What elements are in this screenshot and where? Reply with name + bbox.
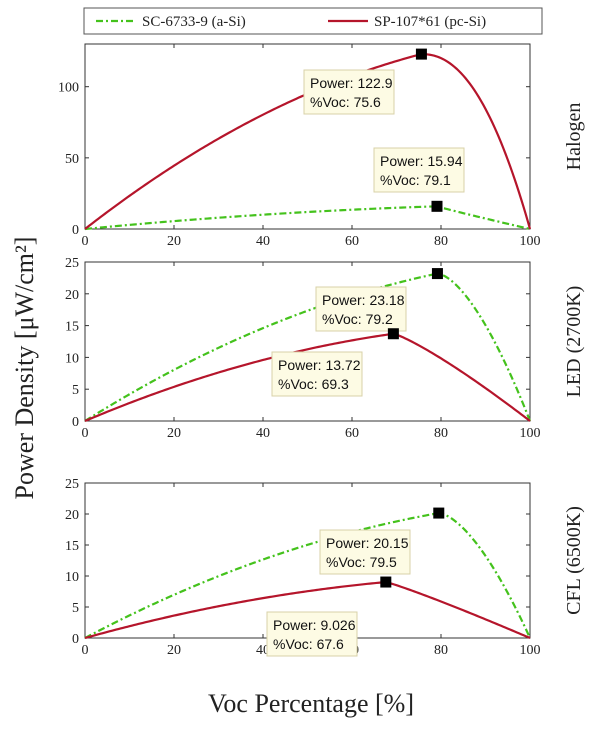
x-tick-label: 80 xyxy=(434,426,448,441)
x-tick-label: 100 xyxy=(520,234,541,249)
annotation-power: Power: 20.15 xyxy=(326,535,409,551)
x-tick-label: 80 xyxy=(434,234,448,249)
y-tick-label: 50 xyxy=(65,152,79,167)
x-tick-label: 100 xyxy=(520,426,541,441)
series-line-a-si xyxy=(84,205,531,231)
series-line-a-si xyxy=(84,511,531,639)
y-tick-label: 25 xyxy=(65,477,79,492)
series-line-pc-si xyxy=(84,580,531,640)
peak-marker xyxy=(415,48,427,60)
annotation-voc: %Voc: 75.6 xyxy=(310,94,381,110)
x-tick-label: 40 xyxy=(256,234,270,249)
annotation-box xyxy=(315,286,407,332)
annotation-box xyxy=(271,351,363,397)
y-tick-label: 15 xyxy=(65,320,79,335)
legend-label-a-si: SC-6733-9 (a-Si) xyxy=(142,14,246,30)
x-tick-label: 0 xyxy=(82,234,89,249)
x-tick-label: 0 xyxy=(82,426,89,441)
panel-label: Halogen xyxy=(563,103,585,171)
x-tick-label: 100 xyxy=(520,643,541,658)
y-tick-label: 5 xyxy=(72,601,79,616)
plot-frame xyxy=(84,261,531,422)
annotation-voc: %Voc: 79.5 xyxy=(326,554,397,570)
peak-annotation: Power: 23.18 %Voc: 79.2 xyxy=(315,268,443,332)
panel-2: 0204060801000510152025CFL (6500K)Power: … xyxy=(65,477,585,658)
x-tick-label: 40 xyxy=(256,426,270,441)
y-tick-label: 0 xyxy=(72,223,79,238)
annotation-power: Power: 15.94 xyxy=(380,153,463,169)
annotation-voc: %Voc: 79.1 xyxy=(380,172,451,188)
peak-annotation: Power: 9.026 %Voc: 67.6 xyxy=(266,576,392,657)
y-tick-label: 15 xyxy=(65,539,79,554)
peak-marker xyxy=(431,268,443,280)
annotation-voc: %Voc: 67.6 xyxy=(273,636,344,652)
annotation-voc: %Voc: 69.3 xyxy=(278,376,349,392)
x-tick-label: 0 xyxy=(82,643,89,658)
peak-marker xyxy=(387,328,399,340)
y-tick-label: 0 xyxy=(72,415,79,430)
legend: SC-6733-9 (a-Si) SP-107*61 (pc-Si) xyxy=(83,7,543,35)
peak-annotation: Power: 20.15 %Voc: 79.5 xyxy=(319,507,445,575)
x-tick-label: 20 xyxy=(167,643,181,658)
plot-frame xyxy=(84,43,531,230)
panel-0: 0 20 40 60 80 100 0 50 100 Halogen Power: 122.9 %Vo… xyxy=(58,43,585,249)
peak-annotation: Power: 15.94 %Voc: 79.1 xyxy=(373,147,465,212)
y-tick-label: 20 xyxy=(65,288,79,303)
legend-label-pc-si: SP-107*61 (pc-Si) xyxy=(374,14,486,30)
peak-annotation: Power: 13.72 %Voc: 69.3 xyxy=(271,328,399,397)
annotation-power: Power: 122.9 xyxy=(310,75,393,91)
x-tick-label: 60 xyxy=(345,234,359,249)
y-tick-label: 10 xyxy=(65,351,79,366)
legend-box xyxy=(83,7,543,35)
y-axis-title: Power Density [μW/cm²] xyxy=(10,237,39,500)
annotation-box xyxy=(303,69,395,115)
annotation-power: Power: 13.72 xyxy=(278,357,361,373)
series-line-pc-si xyxy=(84,332,531,423)
annotation-power: Power: 9.026 xyxy=(273,617,356,633)
y-tick-label: 20 xyxy=(65,508,79,523)
panel-label: CFL (6500K) xyxy=(563,506,585,615)
x-tick-label: 60 xyxy=(345,426,359,441)
panel-label: LED (2700K) xyxy=(563,286,585,398)
x-tick-label: 20 xyxy=(167,426,181,441)
peak-marker xyxy=(380,576,392,588)
annotation-power: Power: 23.18 xyxy=(322,292,405,308)
x-tick-label: 20 xyxy=(167,234,181,249)
annotation-box xyxy=(319,529,411,575)
annotation-box xyxy=(373,147,465,193)
y-tick-label: 25 xyxy=(65,256,79,271)
y-tick-label: 5 xyxy=(72,383,79,398)
annotation-voc: %Voc: 79.2 xyxy=(322,311,393,327)
y-tick-label: 100 xyxy=(58,81,79,96)
series-line-a-si xyxy=(84,272,532,422)
panel-1: 0 20 40 60 80 100 0 5 10 15 20 25 LED (2700K) Power: … xyxy=(65,256,585,441)
y-tick-label: 10 xyxy=(65,570,79,585)
peak-marker xyxy=(431,200,443,212)
peak-marker xyxy=(433,507,445,519)
y-tick-label: 0 xyxy=(72,632,79,647)
x-axis-title: Voc Percentage [%] xyxy=(208,689,414,718)
annotation-box xyxy=(266,611,358,657)
x-tick-label: 80 xyxy=(434,643,448,658)
peak-annotation: Power: 122.9 %Voc: 75.6 xyxy=(303,48,427,115)
